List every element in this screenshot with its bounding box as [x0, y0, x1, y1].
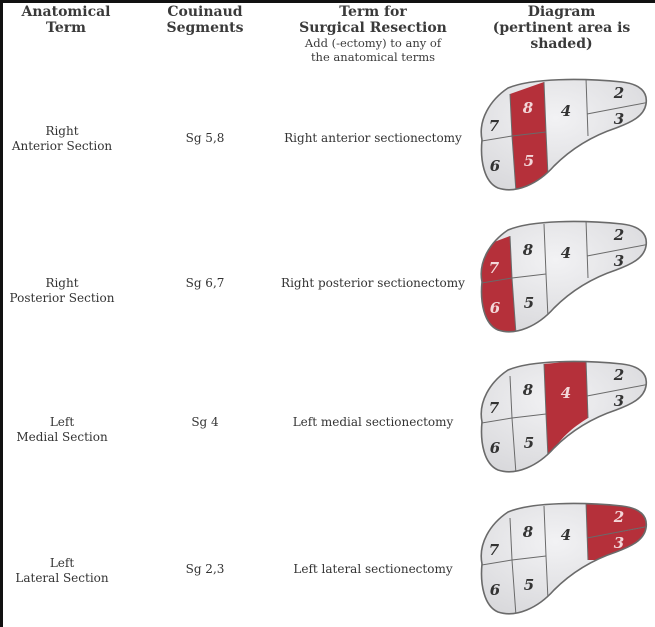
- segment-label-4: 4: [561, 102, 571, 120]
- left-border: [0, 0, 3, 627]
- row-4-anatomical-term: Left Lateral Section: [4, 556, 120, 586]
- header-anatomical-line1: Anatomical: [21, 4, 111, 20]
- segment-label-7: 7: [489, 259, 500, 277]
- segment-divider: [481, 555, 547, 567]
- header-diagram: Diagram (pertinent area is shaded): [468, 4, 655, 52]
- row-4-segments: Sg 2,3: [185, 562, 225, 576]
- top-border: [0, 0, 655, 3]
- shaded-segment-5: [512, 132, 548, 190]
- row-3-term-line2: Medial Section: [16, 430, 108, 444]
- row-4-term-line2: Lateral Section: [15, 571, 109, 585]
- header-anatomical-term: Anatomical Term: [6, 4, 126, 36]
- liver-diagram: 2 3 4 5 6 7 8: [480, 360, 648, 473]
- segment-label-8: 8: [523, 99, 534, 117]
- row-3-resection: Left medial sectionectomy: [292, 415, 454, 429]
- header-surgical-line2: Surgical Resection: [299, 20, 447, 36]
- segment-divider: [585, 79, 589, 137]
- row-2-term-line1: Right: [45, 276, 79, 290]
- header-couinaud-line1: Couinaud: [167, 4, 243, 20]
- row-1-resection: Right anterior sectionectomy: [284, 131, 462, 145]
- segment-label-3: 3: [614, 392, 624, 410]
- segment-label-4: 4: [561, 526, 571, 544]
- row-3-segments: Sg 4: [191, 415, 219, 429]
- segment-divider: [585, 221, 589, 279]
- shaded-segment-4: [544, 361, 588, 458]
- segment-label-3: 3: [614, 252, 624, 270]
- segment-divider: [586, 525, 647, 539]
- liver-outline: [480, 220, 648, 333]
- liver-outline: [480, 78, 648, 191]
- segment-label-7: 7: [489, 399, 500, 417]
- segment-label-4: 4: [561, 244, 571, 262]
- segment-label-2: 2: [613, 508, 624, 526]
- segment-label-6: 6: [490, 157, 501, 175]
- segment-divider: [586, 243, 647, 257]
- liver-diagram: 2 3 4 5 6 7 8: [480, 78, 648, 191]
- segment-divider: [586, 383, 647, 397]
- segment-label-3: 3: [614, 110, 624, 128]
- row-2-anatomical-term: Right Posterior Section: [4, 276, 120, 306]
- row-3-term-line1: Left: [49, 415, 75, 429]
- header-surgical-line1: Term for: [339, 4, 407, 20]
- liver-outline: [480, 360, 648, 473]
- row-2-term-line2: Posterior Section: [9, 291, 115, 305]
- segment-label-5: 5: [524, 434, 534, 452]
- segment-label-3: 3: [614, 534, 624, 552]
- segment-label-5: 5: [524, 576, 534, 594]
- liver-diagram: 2 3 4 5 6 7 8: [480, 502, 648, 615]
- row-4-term-line1: Left: [49, 556, 75, 570]
- liver-diagram: 2 3 4 5 6 7 8: [480, 220, 648, 333]
- segment-label-5: 5: [524, 152, 534, 170]
- segment-label-7: 7: [489, 541, 500, 559]
- row-4-resection: Left lateral sectionectomy: [293, 562, 453, 576]
- segment-label-4: 4: [561, 384, 571, 402]
- segment-label-5: 5: [524, 294, 534, 312]
- segment-divider: [585, 503, 589, 561]
- segment-divider: [586, 101, 647, 115]
- segment-label-8: 8: [523, 523, 534, 541]
- segment-label-8: 8: [523, 381, 534, 399]
- liver-body: [481, 221, 647, 332]
- row-1-anatomical-term: Right Anterior Section: [4, 124, 120, 154]
- row-1-segments: Sg 5,8: [185, 131, 225, 145]
- header-couinaud-segments: Couinaud Segments: [150, 4, 260, 36]
- row-1-term-line2: Anterior Section: [11, 139, 113, 153]
- row-3-anatomical-term: Left Medial Section: [4, 415, 120, 445]
- segment-label-7: 7: [489, 117, 500, 135]
- row-2-segments: Sg 6,7: [185, 276, 225, 290]
- header-surgical-note-line1: Add (-ectomy) to any of: [304, 36, 442, 50]
- segment-label-8: 8: [523, 241, 534, 259]
- segment-label-2: 2: [613, 84, 624, 102]
- segment-label-6: 6: [490, 299, 501, 317]
- segment-label-2: 2: [613, 226, 624, 244]
- row-1-term-line1: Right: [45, 124, 79, 138]
- segment-label-2: 2: [613, 366, 624, 384]
- segment-divider: [481, 273, 547, 285]
- header-diagram-line1: Diagram: [527, 4, 596, 20]
- segment-label-6: 6: [490, 439, 501, 457]
- header-couinaud-line2: Segments: [166, 20, 244, 36]
- liver-outline: [480, 502, 648, 615]
- header-anatomical-line2: Term: [46, 20, 86, 36]
- header-surgical-note-line2: the anatomical terms: [310, 50, 436, 64]
- header-surgical-resection: Term for Surgical Resection Add (-ectomy…: [268, 4, 478, 64]
- header-diagram-line2: (pertinent area is shaded): [492, 20, 631, 52]
- segment-divider: [585, 361, 589, 419]
- row-2-resection: Right posterior sectionectomy: [281, 276, 465, 290]
- shaded-segment-8: [510, 82, 546, 136]
- segment-label-6: 6: [490, 581, 501, 599]
- segment-divider: [481, 131, 547, 143]
- segment-divider: [481, 413, 547, 425]
